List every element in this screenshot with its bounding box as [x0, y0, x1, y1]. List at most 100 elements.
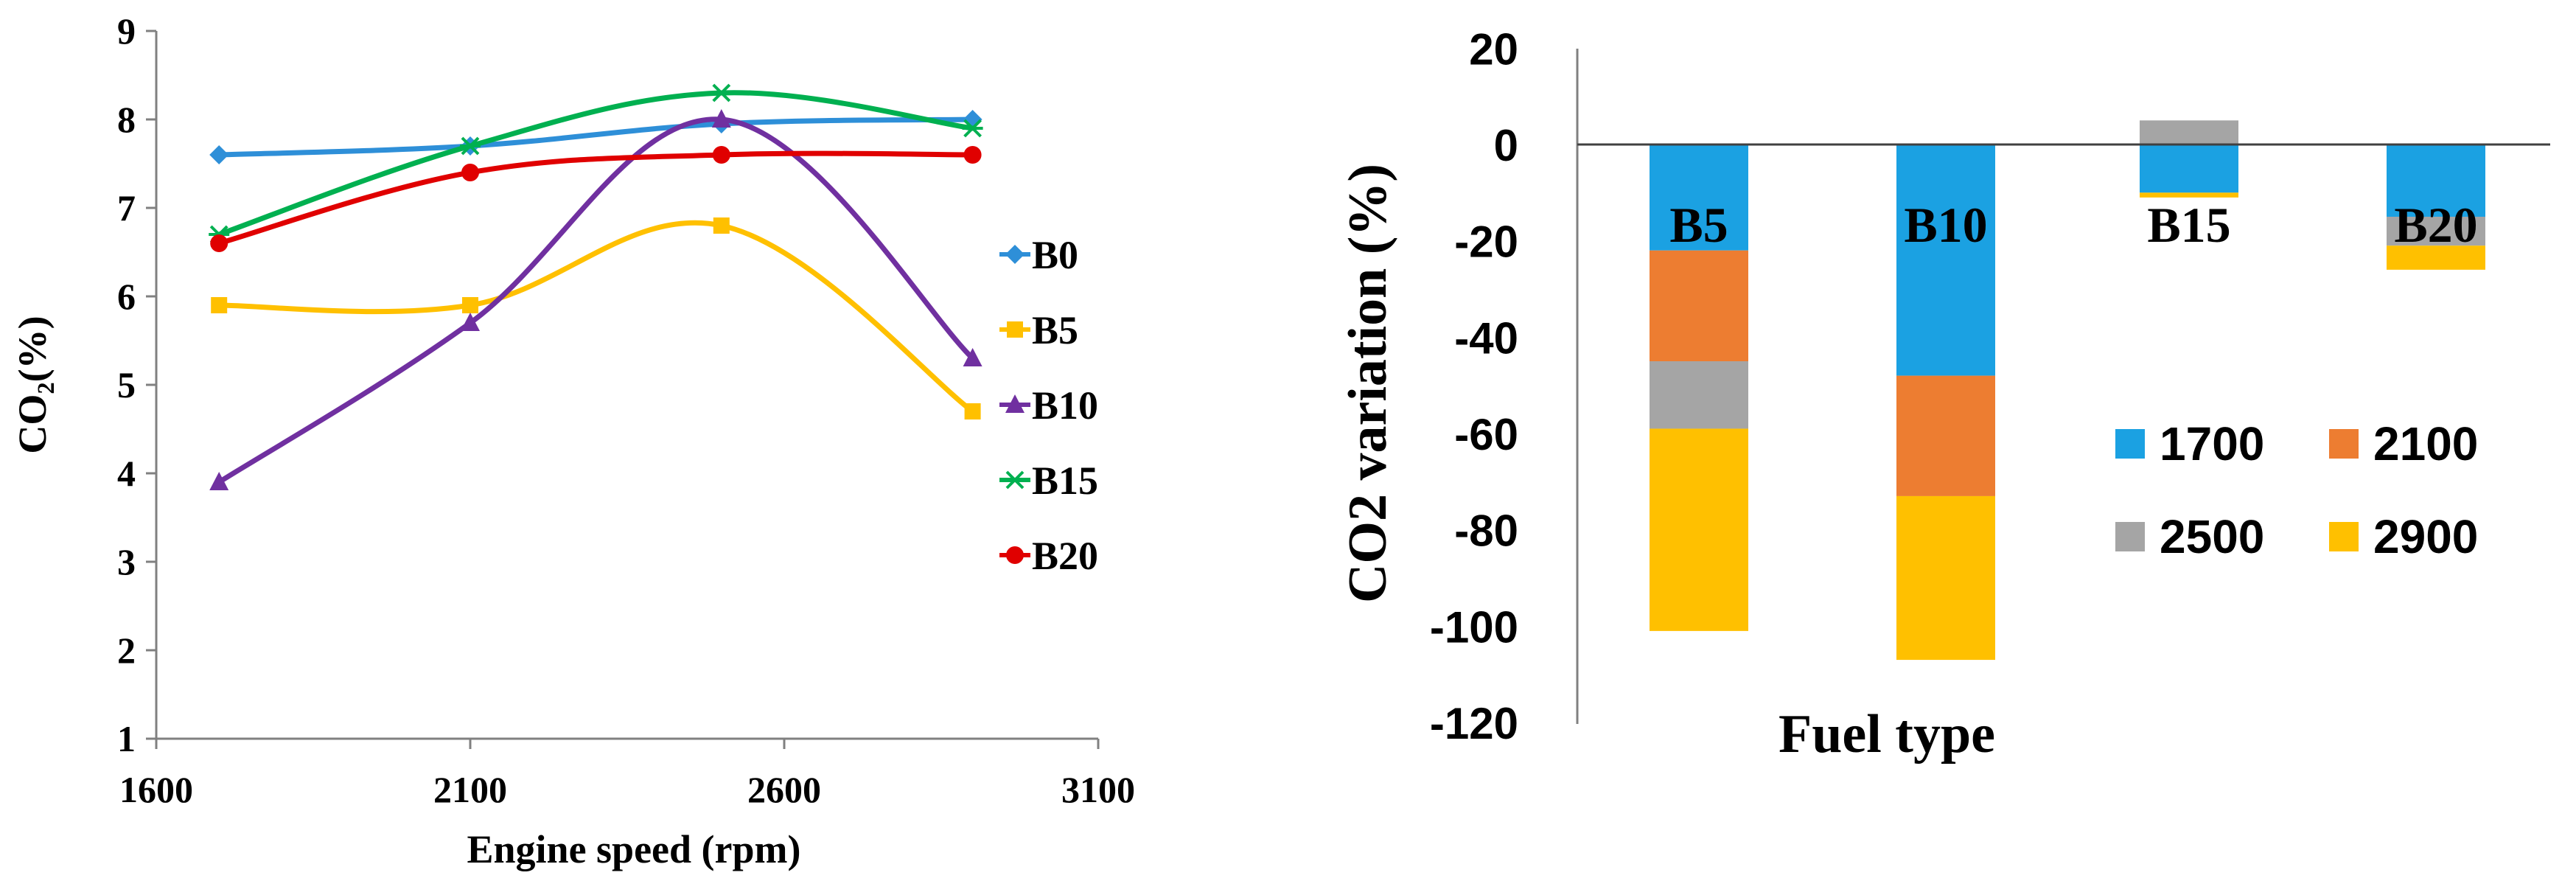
category-label-B5: B5	[1669, 197, 1728, 253]
series-B10	[209, 109, 982, 490]
legend-label: 1700	[2160, 417, 2264, 470]
data-point-B10	[209, 472, 229, 490]
data-point-B10	[963, 348, 982, 366]
chart1-y-tick-label: 7	[117, 187, 136, 229]
data-point-B20	[963, 146, 982, 164]
stacked-bar-chart: 20 0 -20 -40 -60 -80 -100 -120 B5 B10 B15 B20 1700…	[1338, 24, 2550, 765]
series-B15	[209, 83, 983, 244]
data-point-B10	[461, 313, 480, 331]
category-label-B15: B15	[2147, 197, 2230, 253]
data-point-B0	[209, 145, 229, 164]
legend-item-B10: B10	[999, 383, 1098, 428]
bar-segment-B10-1700	[1896, 144, 1995, 376]
chart1-x-tick-label: 3100	[1061, 769, 1135, 810]
data-point-B5	[462, 297, 478, 313]
chart1-x-tick-label: 1600	[119, 769, 193, 810]
bar-segment-B20-1700	[2387, 144, 2485, 217]
legend-label: B5	[1032, 308, 1078, 352]
bar-segment-B5-2100	[1650, 250, 1748, 361]
bar-stack-B5	[1650, 144, 1748, 631]
bar-segment-B5-2900	[1650, 428, 1748, 631]
legend-item-2900: 2900	[2329, 510, 2478, 563]
chart2-x-axis-title: Fuel type	[1779, 704, 1995, 765]
chart2-y-tick-label: -100	[1430, 602, 1518, 652]
series-line-B5	[216, 220, 976, 414]
chart1-x-tick-label: 2100	[433, 769, 507, 810]
data-point-B15	[711, 83, 732, 102]
legend-label: B15	[1032, 459, 1098, 503]
chart1-y-tick-label: 8	[117, 99, 136, 140]
chart2-y-tick-label: -80	[1454, 506, 1518, 556]
chart1-y-tick-label: 9	[117, 10, 136, 52]
legend-item-B5: B5	[999, 308, 1078, 352]
category-label-B20: B20	[2394, 197, 2477, 253]
chart1-y-tick-label: 1	[117, 718, 136, 759]
line-chart: 1 2 3 4 5 6 7 8 9 1600 2100 2600 3100 B0 B5 B10 B15 B20…	[10, 10, 1135, 871]
chart1-x-ticks: 1600 2100 2600 3100	[119, 739, 1135, 810]
legend-label: B0	[1032, 233, 1078, 277]
legend-item-B0: B0	[999, 233, 1078, 277]
chart2-y-tick-label: -120	[1430, 699, 1518, 748]
chart1-y-tick-label: 5	[117, 364, 136, 405]
chart1-y-tick-label: 4	[117, 453, 136, 494]
chart1-y-tick-label: 2	[117, 630, 136, 671]
legend-item-B20: B20	[999, 534, 1098, 578]
legend-label: 2900	[2373, 510, 2478, 563]
chart1-y-ticks: 1 2 3 4 5 6 7 8 9	[117, 10, 156, 759]
chart2-bars	[1650, 120, 2485, 661]
chart2-y-tick-label: -40	[1454, 313, 1518, 363]
legend-label: 2100	[2373, 417, 2478, 470]
data-point-B20	[210, 234, 228, 252]
chart2-category-labels: B5 B10 B15 B20	[1669, 197, 2477, 253]
chart2-y-tick-label: 0	[1494, 121, 1518, 170]
legend-label: 2500	[2160, 510, 2264, 563]
chart2-y-ticks: 20 0 -20 -40 -60 -80 -100 -120	[1430, 24, 1518, 748]
chart2-legend: 1700 2100 2500 2900	[2115, 417, 2478, 563]
chart1-series	[209, 83, 983, 490]
chart1-x-tick-label: 2600	[747, 769, 821, 810]
data-point-B5	[713, 217, 730, 234]
chart2-y-tick-label: -60	[1454, 410, 1518, 459]
series-line-B0	[216, 116, 976, 158]
bar-segment-B10-2100	[1896, 375, 1995, 496]
legend-swatch-marker	[1005, 470, 1025, 490]
bar-segment-B5-2500	[1650, 361, 1748, 429]
legend-swatch-marker	[1005, 394, 1025, 413]
legend-item-2100: 2100	[2329, 417, 2478, 470]
legend-swatch-marker	[1007, 321, 1023, 338]
data-point-B15	[962, 119, 983, 138]
legend-label: B20	[1032, 534, 1098, 578]
bar-segment-B15-2500	[2140, 120, 2238, 144]
bar-segment-B20-2500	[2387, 217, 2485, 246]
data-point-B5	[964, 403, 981, 419]
bar-stack-B10	[1896, 144, 1995, 661]
chart2-y-tick-label: -20	[1454, 217, 1518, 267]
chart2-y-tick-label: 20	[1469, 24, 1518, 74]
chart1-legend: B0 B5 B10 B15 B20	[999, 233, 1098, 578]
bar-stack-B15	[2140, 120, 2238, 198]
series-line-B20	[216, 150, 976, 246]
legend-label: B10	[1032, 383, 1098, 428]
bar-segment-B20-2900	[2387, 245, 2485, 270]
chart2-y-axis-title: CO2 variation (%)	[1338, 164, 1398, 603]
data-point-B20	[712, 146, 730, 164]
legend-swatch	[2329, 429, 2359, 459]
chart1-axes	[155, 31, 1098, 740]
category-label-B10: B10	[1904, 197, 1987, 253]
legend-item-2500: 2500	[2115, 510, 2264, 563]
legend-swatch-marker	[1006, 546, 1024, 564]
chart1-y-tick-label: 6	[117, 276, 136, 317]
bar-stack-B20	[2387, 144, 2485, 270]
chart1-y-axis-title: CO₂(%)	[10, 316, 55, 453]
legend-item-1700: 1700	[2115, 417, 2264, 470]
bar-segment-B15-1700	[2140, 144, 2238, 193]
data-point-B15	[460, 136, 481, 156]
legend-swatch	[2329, 522, 2359, 551]
legend-swatch	[2115, 522, 2145, 551]
series-B20	[210, 146, 982, 252]
series-B5	[211, 217, 981, 419]
data-point-B10	[711, 109, 731, 128]
series-line-B10	[216, 116, 976, 485]
data-point-B5	[211, 297, 228, 313]
